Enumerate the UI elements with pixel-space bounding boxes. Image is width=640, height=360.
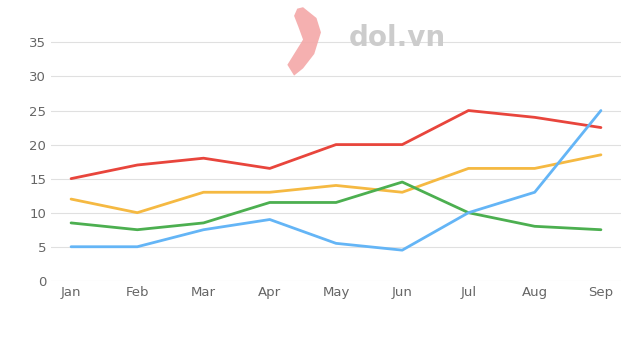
ALPHA (398, 248, 406, 252)
Line: DOMO: DOMO (71, 111, 601, 179)
Polygon shape (287, 7, 321, 76)
ALPHA (200, 228, 207, 232)
DOMO (200, 156, 207, 160)
DOMO (266, 166, 274, 171)
DOMO (332, 143, 340, 147)
Line: SIM TX: SIM TX (71, 182, 601, 230)
DOMO (531, 115, 538, 120)
LEX (332, 183, 340, 188)
ALPHA (134, 244, 141, 249)
LEX (531, 166, 538, 171)
SIM TX (67, 221, 75, 225)
LEX (200, 190, 207, 194)
Text: dol.vn: dol.vn (349, 24, 446, 52)
SIM TX (398, 180, 406, 184)
SIM TX (266, 200, 274, 204)
LEX (134, 211, 141, 215)
ALPHA (67, 244, 75, 249)
Line: LEX: LEX (71, 155, 601, 213)
SIM TX (465, 211, 472, 215)
Line: ALPHA: ALPHA (71, 111, 601, 250)
SIM TX (332, 200, 340, 204)
ALPHA (597, 108, 605, 113)
SIM TX (134, 228, 141, 232)
ALPHA (332, 241, 340, 246)
LEX (398, 190, 406, 194)
ALPHA (531, 190, 538, 194)
LEX (465, 166, 472, 171)
ALPHA (266, 217, 274, 222)
DOMO (465, 108, 472, 113)
SIM TX (200, 221, 207, 225)
ALPHA (465, 211, 472, 215)
LEX (597, 153, 605, 157)
LEX (67, 197, 75, 201)
LEX (266, 190, 274, 194)
DOMO (134, 163, 141, 167)
Legend: DOMO, LEX, SIM TX, ALPHA: DOMO, LEX, SIM TX, ALPHA (180, 357, 492, 360)
DOMO (398, 143, 406, 147)
SIM TX (531, 224, 538, 229)
DOMO (67, 176, 75, 181)
SIM TX (597, 228, 605, 232)
DOMO (597, 125, 605, 130)
